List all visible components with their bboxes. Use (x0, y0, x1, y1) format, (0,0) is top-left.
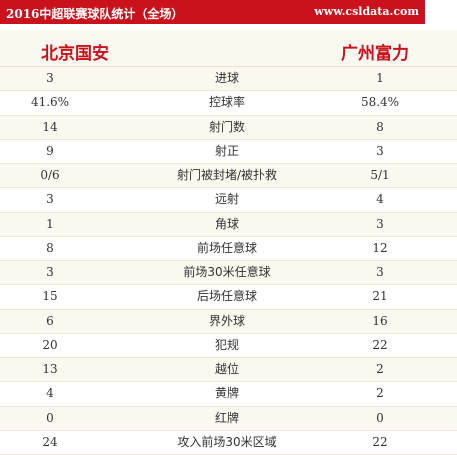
table-row: 3 远射 4 (0, 188, 457, 213)
away-team-name: 广州富力 (341, 44, 409, 64)
stat-label: 红牌 (214, 410, 239, 425)
table-row: 14 射门数 8 (0, 115, 457, 140)
stat-label: 前场任意球 (196, 240, 257, 255)
home-value: 4 (46, 386, 54, 401)
stat-label: 攻入前场30米区域 (177, 434, 277, 449)
table-row: 3 进球 1 (0, 67, 457, 92)
away-value: 58.4% (360, 95, 400, 110)
home-value: 13 (42, 362, 58, 376)
home-value: 9 (46, 143, 54, 158)
stats-header-bar: 2016中超联赛球队统计（全场） www.csldata.com (0, 0, 457, 24)
stat-label: 越位 (214, 362, 239, 376)
stat-label: 界外球 (208, 313, 245, 328)
away-value: 21 (372, 289, 388, 304)
table-row: 15 后场任意球 21 (0, 285, 457, 310)
away-value: 3 (376, 265, 384, 279)
home-value: 6 (46, 313, 54, 328)
site-url[interactable]: www.csldata.com (314, 5, 419, 18)
home-value: 3 (46, 265, 54, 279)
stat-label: 控球率 (208, 95, 245, 110)
home-value: 1 (46, 216, 54, 231)
home-team-name: 北京国安 (41, 44, 109, 64)
table-row: 4 黄牌 2 (0, 382, 457, 407)
table-row: 3 前场30米任意球 3 (0, 261, 457, 286)
table-row: 0 红牌 0 (0, 406, 457, 431)
stat-label: 前场30米任意球 (183, 265, 271, 279)
away-value: 16 (372, 313, 388, 328)
stat-label: 射门数 (208, 119, 245, 134)
away-value: 3 (376, 143, 384, 158)
stat-label: 犯规 (214, 337, 239, 352)
table-row: 20 犯规 22 (0, 333, 457, 358)
table-row: 1 角球 3 (0, 212, 457, 237)
home-value: 20 (42, 337, 58, 352)
stat-label: 进球 (214, 71, 239, 85)
away-value: 22 (372, 337, 388, 352)
home-value: 0/6 (40, 168, 60, 182)
table-row: 13 越位 2 (0, 358, 457, 383)
away-value: 5/1 (370, 168, 390, 182)
stat-label: 角球 (214, 216, 239, 231)
away-value: 3 (376, 216, 384, 231)
table-row: 8 前场任意球 12 (0, 236, 457, 261)
home-value: 15 (42, 289, 58, 304)
stat-label: 远射 (214, 192, 239, 207)
home-value: 8 (46, 240, 54, 255)
table-row: 41.6% 控球率 58.4% (0, 91, 457, 116)
home-value: 41.6% (30, 95, 70, 110)
home-value: 0 (46, 410, 54, 425)
table-row: 9 射正 3 (0, 139, 457, 164)
table-row: 24 攻入前场30米区域 22 (0, 430, 457, 455)
away-value: 2 (376, 362, 384, 376)
team-names-row: 北京国安 广州富力 (0, 30, 457, 67)
home-value: 3 (46, 71, 54, 85)
away-value: 0 (376, 410, 384, 425)
stat-label: 黄牌 (214, 386, 239, 401)
stat-label: 射正 (214, 143, 239, 158)
home-value: 3 (46, 192, 54, 207)
away-value: 1 (376, 71, 384, 85)
table-row: 0/6 射门被封堵/被扑救 5/1 (0, 164, 457, 189)
home-value: 24 (42, 434, 58, 449)
page-title: 2016中超联赛球队统计（全场） (6, 7, 184, 21)
away-value: 2 (376, 386, 384, 401)
table-row: 6 界外球 16 (0, 309, 457, 334)
away-value: 4 (376, 192, 384, 207)
stat-label: 射门被封堵/被扑救 (176, 168, 278, 182)
home-value: 14 (42, 119, 58, 134)
away-value: 22 (372, 434, 388, 449)
away-value: 12 (372, 240, 388, 255)
away-value: 8 (376, 119, 384, 134)
stats-table: 3 进球 1 41.6% 控球率 58.4% 14 射门数 8 9 射正 3 0/6 射门被封堵/被扑救 5… (0, 67, 457, 455)
header-end-cap (425, 0, 457, 24)
stat-label: 后场任意球 (196, 289, 257, 304)
